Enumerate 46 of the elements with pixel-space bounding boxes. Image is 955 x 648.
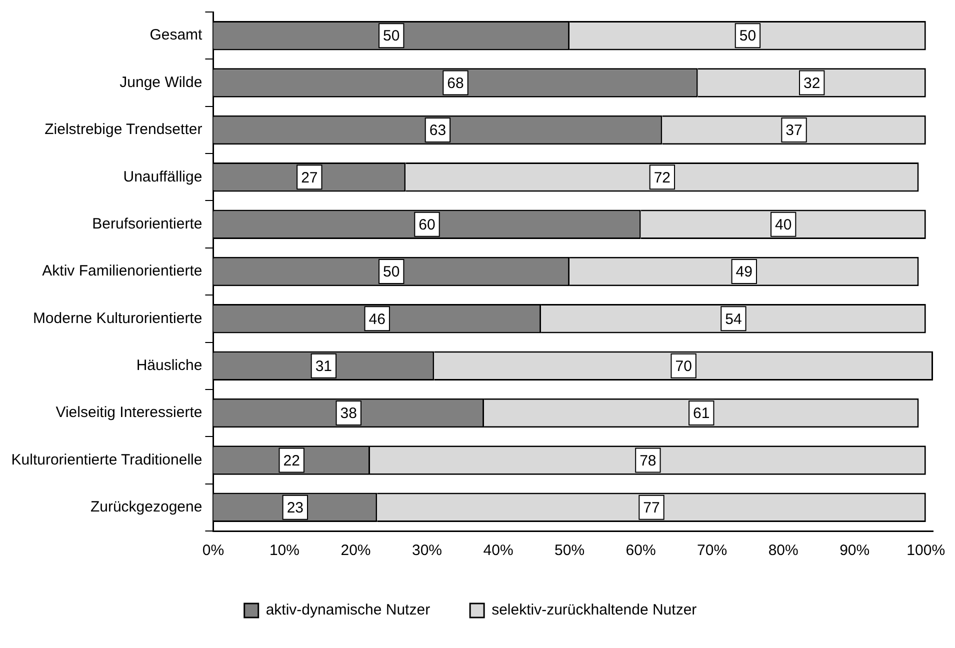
x-tick-label: 30%	[412, 542, 442, 560]
y-tick-label: Unauffällige	[123, 168, 202, 186]
y-tick-label: Kulturorientierte Traditionelle	[11, 451, 202, 468]
data-label: 40	[774, 216, 792, 234]
y-tick-label: Zurückgezogene	[90, 498, 202, 516]
data-label: 50	[383, 28, 400, 45]
y-tick-label: Berufsorientierte	[92, 215, 202, 232]
y-tick-label: Vielseitig Interessierte	[56, 404, 202, 422]
x-tick-label: 50%	[554, 542, 585, 560]
data-label: 31	[315, 358, 332, 376]
data-label: 50	[383, 264, 400, 281]
legend-label: aktiv-dynamische Nutzer	[266, 602, 430, 619]
data-label: 68	[447, 74, 464, 92]
x-tick-label: 40%	[483, 542, 514, 560]
y-tick-label: Moderne Kulturorientierte	[32, 310, 202, 327]
data-label: 37	[786, 122, 802, 140]
y-tick-label: Aktiv Familienorientierte	[42, 262, 202, 280]
x-tick-label: 70%	[697, 542, 728, 560]
data-label: 77	[643, 500, 660, 517]
x-tick-label: 80%	[768, 542, 798, 560]
x-tick-label: 10%	[269, 542, 300, 560]
data-label: 23	[286, 500, 304, 517]
x-tick-label: 100%	[906, 542, 946, 560]
y-tick-label: Häusliche	[136, 357, 202, 374]
data-label: 72	[654, 169, 671, 186]
y-tick-label: Junge Wilde	[120, 74, 202, 91]
data-label: 60	[418, 216, 436, 234]
data-label: 50	[739, 28, 756, 45]
data-label: 78	[640, 452, 656, 470]
x-tick-label: 0%	[202, 542, 224, 560]
x-tick-label: 60%	[626, 542, 656, 560]
y-tick-label: Gesamt	[150, 26, 204, 44]
data-label: 70	[675, 358, 692, 376]
data-label: 54	[725, 310, 742, 328]
data-label: 63	[429, 122, 446, 140]
data-label: 27	[301, 169, 318, 186]
x-tick-label: 20%	[340, 542, 371, 560]
data-label: 32	[804, 74, 820, 92]
y-tick-label: Zielstrebige Trendsetter	[44, 121, 202, 138]
legend-label: selektiv-zurückhaltende Nutzer	[492, 602, 697, 619]
x-tick-label: 90%	[840, 542, 870, 560]
data-label: 22	[283, 452, 300, 470]
data-label: 49	[736, 264, 752, 281]
data-label: 61	[693, 405, 710, 422]
data-label: 38	[340, 405, 357, 422]
data-label: 46	[368, 310, 386, 328]
